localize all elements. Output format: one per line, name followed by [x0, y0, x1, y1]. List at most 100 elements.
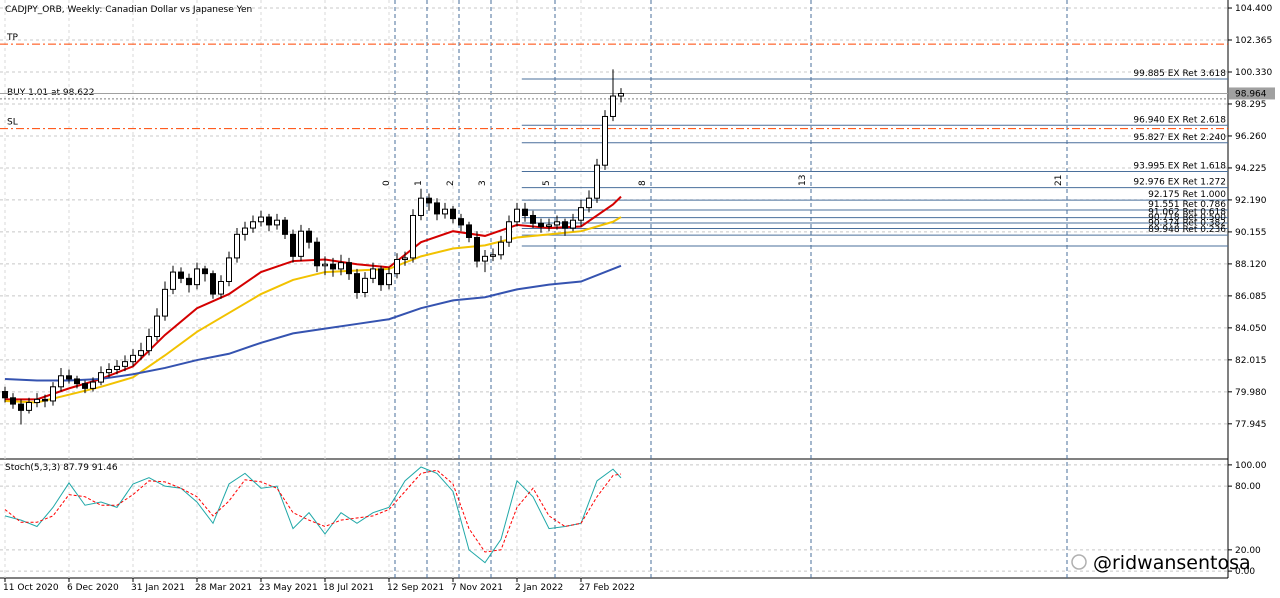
y-tick-label: 84.050 — [1235, 324, 1267, 334]
candle-body — [450, 208, 456, 220]
candle-body — [418, 197, 424, 216]
x-tick-label: 6 Dec 2020 — [67, 583, 119, 593]
candle-body — [234, 233, 240, 259]
candle-body — [378, 268, 384, 286]
y-tick-label: 96.260 — [1235, 132, 1267, 142]
y-tick-label: 86.085 — [1235, 292, 1267, 302]
candle-body — [362, 277, 368, 293]
series-line — [4, 466, 622, 564]
x-tick-label: 2 Jan 2022 — [515, 583, 563, 593]
x-tick-label: 31 Jan 2021 — [131, 583, 185, 593]
candle-body — [274, 219, 280, 226]
candle-body — [522, 208, 528, 216]
candle-body — [146, 336, 152, 352]
candle-body — [226, 257, 232, 282]
candle-body — [330, 263, 336, 270]
candle-body — [186, 277, 192, 286]
candle-body — [322, 263, 328, 267]
x-tick-label: 27 Feb 2022 — [579, 583, 635, 593]
candle-body — [194, 268, 200, 286]
watermark: @ridwansentosa — [1071, 552, 1251, 574]
candle-body — [602, 115, 608, 166]
fib-label: 99.885 EX Ret 3.618 — [1133, 69, 1226, 79]
candle-body — [98, 372, 104, 383]
current-price-box — [1229, 87, 1275, 100]
candle-body — [402, 257, 408, 260]
candle-body — [154, 315, 160, 338]
candle-body — [242, 227, 248, 235]
candle-body — [346, 262, 352, 275]
candle-body — [314, 241, 320, 267]
time-zone-label: 5 — [542, 180, 552, 186]
y-tick-label: 104.400 — [1235, 4, 1272, 14]
y-tick-label: 20.00 — [1235, 546, 1261, 556]
time-zone-label: 8 — [638, 180, 648, 186]
candle-body — [410, 214, 416, 259]
x-tick-label: 7 Nov 2021 — [451, 583, 503, 593]
candle-body — [354, 273, 360, 293]
candle-body — [458, 218, 464, 226]
candle-body — [178, 271, 184, 279]
chart-title: CADJPY_ORB, Weekly: Canadian Dollar vs J… — [5, 5, 252, 15]
y-tick-label: 0.00 — [1235, 567, 1255, 577]
candle-body — [50, 386, 56, 402]
x-tick-label: 23 May 2021 — [259, 583, 318, 593]
time-zone-label: 2 — [446, 180, 456, 186]
y-tick-label: 100.330 — [1235, 68, 1272, 78]
candle-body — [514, 208, 520, 223]
candle-body — [618, 93, 624, 97]
candle-body — [474, 236, 480, 262]
candle-body — [586, 197, 592, 209]
candle-body — [34, 398, 40, 404]
candle-body — [506, 221, 512, 243]
series-line — [4, 264, 622, 382]
time-zone-label: 1 — [414, 180, 424, 186]
panel-title: Stoch(5,3,3) 87.79 91.46 — [5, 463, 118, 473]
y-tick-label: 80.00 — [1235, 482, 1261, 492]
candle-body — [498, 241, 504, 256]
fib-label: 89.948 Ret 0.236 — [1148, 225, 1226, 235]
candle-body — [554, 221, 560, 226]
candle-body — [170, 271, 176, 290]
x-tick-label: 28 Mar 2021 — [195, 583, 252, 593]
candle-body — [114, 365, 120, 371]
candle-body — [42, 398, 48, 402]
order-label: SL — [7, 118, 18, 128]
candle-body — [250, 221, 256, 229]
candle-body — [202, 268, 208, 275]
candle-body — [610, 95, 616, 117]
candle-body — [594, 164, 600, 199]
y-tick-label: 102.365 — [1235, 36, 1272, 46]
candle-body — [386, 273, 392, 286]
x-tick-label: 11 Oct 2020 — [3, 583, 59, 593]
series-line — [4, 469, 622, 553]
candle-body — [482, 255, 488, 262]
candle-body — [218, 280, 224, 295]
time-zone-label: 0 — [382, 180, 392, 186]
time-zone-label: 13 — [798, 175, 808, 186]
candle-body — [210, 273, 216, 295]
fib-label: 90.374 Ret 0.382 — [1148, 218, 1226, 228]
current-price-label: 98.964 — [1235, 89, 1267, 99]
candle-body — [570, 219, 576, 229]
fib-label: 92.175 Ret 1.000 — [1148, 190, 1226, 200]
candle-body — [282, 219, 288, 235]
candle-body — [562, 221, 568, 229]
candle-body — [82, 383, 88, 389]
candle-body — [26, 402, 32, 411]
order-label: TP — [6, 33, 18, 43]
candle-body — [58, 375, 64, 388]
candle-body — [578, 207, 584, 221]
y-tick-label: 82.015 — [1235, 356, 1267, 366]
candle-body — [18, 403, 24, 411]
y-tick-label: 94.225 — [1235, 164, 1267, 174]
candle-body — [306, 230, 312, 243]
y-tick-label: 100.00 — [1235, 461, 1267, 471]
candle-body — [90, 381, 96, 389]
candle-body — [106, 369, 112, 374]
fib-label: 95.827 EX Ret 2.240 — [1133, 133, 1226, 143]
candle-body — [266, 216, 272, 226]
candle-body — [394, 258, 400, 275]
